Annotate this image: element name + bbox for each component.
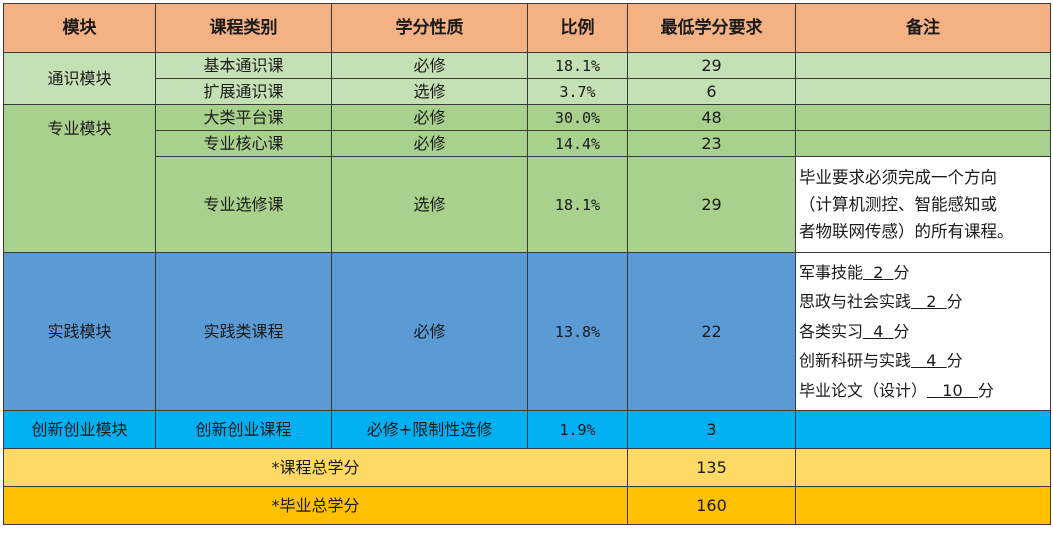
ratio-cell: 14.4% (527, 130, 628, 157)
category-cell: 扩展通识课 (155, 78, 332, 105)
ratio-cell: 1.9% (527, 410, 628, 449)
nature-cell: 必修+限制性选修 (331, 410, 528, 449)
header-min-credits: 最低学分要求 (627, 3, 796, 53)
credits-cell: 48 (627, 104, 796, 131)
grad-total-value: 160 (627, 486, 796, 525)
header-row: 模块 课程类别 学分性质 比例 最低学分要求 备注 (3, 3, 1051, 53)
table-row: 创新创业模块 创新创业课程 必修+限制性选修 1.9% 3 (3, 410, 1051, 449)
ratio-cell: 3.7% (527, 78, 628, 105)
note-cell: 毕业要求必须完成一个方向 （计算机测控、智能感知或 者物联网传感）的所有课程。 (795, 156, 1051, 253)
nature-cell: 必修 (331, 252, 528, 411)
table-row: 实践模块 实践类课程 必修 13.8% 22 军事技能 2 分 思政与社会实践 … (3, 252, 1051, 411)
credits-cell: 6 (627, 78, 796, 105)
table-row: 扩展通识课 选修 3.7% 6 (3, 78, 1051, 105)
category-cell: 基本通识课 (155, 52, 332, 79)
module-cell: 创新创业模块 (3, 410, 156, 449)
course-total-row: *课程总学分 135 (3, 448, 1051, 487)
credits-cell: 22 (627, 252, 796, 411)
grad-total-row: *毕业总学分 160 (3, 486, 1051, 525)
category-cell: 大类平台课 (155, 104, 332, 131)
category-cell: 创新创业课程 (155, 410, 332, 449)
table-row: 通识模块 基本通识课 必修 18.1% 29 (3, 52, 1051, 105)
nature-cell: 选修 (331, 156, 528, 253)
table-row: 专业核心课 必修 14.4% 23 (3, 130, 1051, 157)
grad-total-note (795, 486, 1051, 525)
credits-cell: 29 (627, 156, 796, 253)
note-line: 者物联网传感）的所有课程。 (799, 222, 1014, 242)
note-line: （计算机测控、智能感知或 (799, 194, 997, 214)
ratio-cell: 13.8% (527, 252, 628, 411)
module-cell: 专业模块 (3, 104, 156, 253)
course-total-value: 135 (627, 448, 796, 487)
note-cell: 军事技能 2 分 思政与社会实践 2 分 各类实习 4 分 创新科研与实践 4 … (795, 252, 1051, 411)
header-nature: 学分性质 (331, 3, 528, 53)
table-row: 专业选修课 选修 18.1% 29 毕业要求必须完成一个方向 （计算机测控、智能… (3, 156, 1051, 253)
category-cell: 专业选修课 (155, 156, 332, 253)
note-cell (795, 52, 1051, 79)
category-cell: 专业核心课 (155, 130, 332, 157)
grad-total-label: *毕业总学分 (3, 486, 628, 525)
note-item: 各类实习 4 分 (799, 321, 910, 341)
note-line: 毕业要求必须完成一个方向 (799, 167, 997, 187)
credit-requirements-table: 模块 课程类别 学分性质 比例 最低学分要求 备注 通识模块 基本通识课 必修 … (3, 3, 1051, 525)
nature-cell: 选修 (331, 78, 528, 105)
note-cell (795, 78, 1051, 105)
module-cell: 通识模块 (3, 52, 156, 105)
credits-cell: 23 (627, 130, 796, 157)
nature-cell: 必修 (331, 130, 528, 157)
note-item: 创新科研与实践 4 分 (799, 351, 963, 371)
ratio-cell: 18.1% (527, 156, 628, 253)
header-category: 课程类别 (155, 3, 332, 53)
note-cell (795, 130, 1051, 157)
course-total-note (795, 448, 1051, 487)
note-cell (795, 104, 1051, 131)
table-row: 专业模块 大类平台课 必修 30.0% 48 (3, 104, 1051, 253)
credits-cell: 29 (627, 52, 796, 79)
note-cell (795, 410, 1051, 449)
module-cell: 实践模块 (3, 252, 156, 411)
note-item: 毕业论文（设计） 10 分 (799, 380, 994, 400)
note-item: 思政与社会实践 2 分 (799, 292, 963, 312)
note-item: 军事技能 2 分 (799, 262, 910, 282)
category-cell: 实践类课程 (155, 252, 332, 411)
nature-cell: 必修 (331, 104, 528, 131)
credits-cell: 3 (627, 410, 796, 449)
course-total-label: *课程总学分 (3, 448, 628, 487)
ratio-cell: 30.0% (527, 104, 628, 131)
ratio-cell: 18.1% (527, 52, 628, 79)
header-ratio: 比例 (527, 3, 628, 53)
header-notes: 备注 (795, 3, 1051, 53)
nature-cell: 必修 (331, 52, 528, 79)
header-module: 模块 (3, 3, 156, 53)
